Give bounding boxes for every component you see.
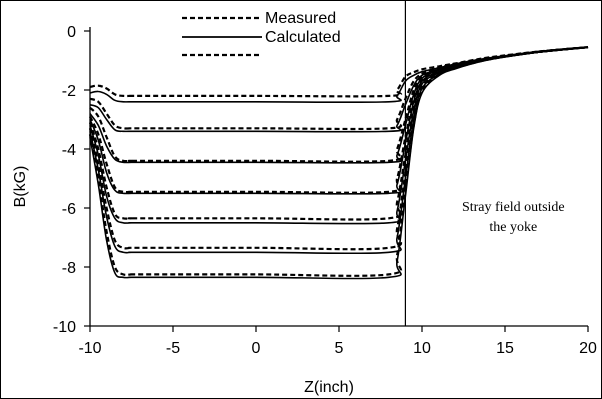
axes-layer xyxy=(89,27,588,327)
series-line-measured-5 xyxy=(89,46,589,163)
y-tick-label: -4 xyxy=(62,142,76,159)
series-line-calculated-12 xyxy=(89,46,589,255)
series-line-measured-3 xyxy=(89,46,589,131)
y-tick-label: -2 xyxy=(62,83,76,100)
series-line-calculated-4 xyxy=(89,46,589,133)
y-tick-label: 0 xyxy=(67,24,76,41)
x-tick-label: 5 xyxy=(335,340,344,357)
y-tick-label: -10 xyxy=(53,319,76,336)
x-tick-label: 10 xyxy=(413,340,431,357)
legend: Measured Calculated xyxy=(182,10,341,57)
x-tick-label: 20 xyxy=(579,340,597,357)
ticks-layer: -10 -5 0 5 10 15 20 0 -2 -4 -6 -8 -10 xyxy=(53,24,597,357)
series-line-measured-13 xyxy=(88,46,589,277)
legend-label-1: Measured xyxy=(265,10,336,27)
stray-field-annotation: Stray field outside the yoke xyxy=(462,200,565,235)
series-line-calculated-14 xyxy=(89,46,589,280)
y-axis-label: B(kG) xyxy=(12,166,29,208)
series-layer xyxy=(88,46,589,280)
y-tick-label: -6 xyxy=(62,201,76,218)
series-line-calculated-10 xyxy=(89,46,589,225)
legend-label-2: Calculated xyxy=(265,29,341,46)
x-tick-label: -5 xyxy=(166,340,180,357)
series-line-calculated-8 xyxy=(89,46,589,195)
x-tick-label: 15 xyxy=(496,340,514,357)
y-tick-label: -8 xyxy=(62,260,76,277)
x-tick-label: 0 xyxy=(252,340,261,357)
x-tick-label: -10 xyxy=(78,340,101,357)
annotation-line-2: the yoke xyxy=(489,220,537,235)
series-line-measured-7 xyxy=(89,46,589,194)
x-axis-label: Z(inch) xyxy=(304,379,354,396)
annotation-line-1: Stray field outside xyxy=(462,200,565,215)
series-line-calculated-6 xyxy=(89,46,589,164)
